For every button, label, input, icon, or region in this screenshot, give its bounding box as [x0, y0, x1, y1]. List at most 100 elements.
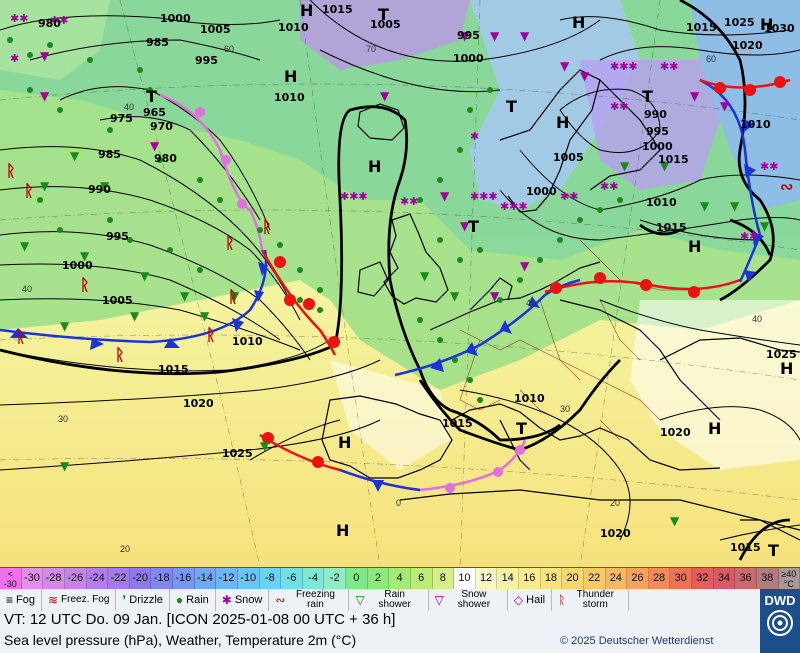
svg-text:✱✱✱: ✱✱✱	[340, 190, 368, 203]
svg-text:980: 980	[38, 17, 61, 30]
svg-text:30: 30	[58, 414, 68, 424]
svg-text:20: 20	[610, 498, 620, 508]
svg-text:▼: ▼	[670, 514, 680, 528]
freezing-rain-icon: ∾	[275, 593, 286, 607]
svg-text:995: 995	[457, 29, 480, 42]
legend-label: Freezing rain	[295, 589, 335, 610]
svg-text:▼: ▼	[40, 179, 50, 193]
svg-text:1025: 1025	[724, 16, 755, 29]
map-description: Sea level pressure (hPa), Weather, Tempe…	[4, 632, 357, 648]
svg-text:995: 995	[195, 54, 218, 67]
colorbar-cell: 0	[346, 568, 368, 589]
svg-text:1025: 1025	[222, 447, 253, 460]
svg-text:✱✱✱: ✱✱✱	[500, 200, 528, 213]
svg-text:▼: ▼	[70, 149, 80, 163]
svg-text:▼: ▼	[40, 89, 50, 103]
cold-front-west	[0, 249, 268, 344]
freezing-fog-icon: ≋	[47, 593, 59, 607]
svg-text:▼: ▼	[520, 259, 530, 273]
svg-text:ᚱ: ᚱ	[228, 287, 238, 306]
colorbar-cell: 2	[367, 568, 390, 589]
svg-text:ᚱ: ᚱ	[206, 325, 216, 344]
svg-text:∾: ∾	[780, 177, 793, 196]
snow-icon: ✱	[221, 593, 232, 607]
svg-text:1000: 1000	[160, 12, 191, 25]
svg-text:▼: ▼	[580, 69, 590, 83]
svg-text:✱✱: ✱✱	[560, 190, 578, 203]
svg-text:▼: ▼	[460, 219, 470, 233]
info-panel: VT: 12 UTC Do. 09 Jan. [ICON 2025-01-08 …	[0, 611, 760, 653]
svg-text:20: 20	[120, 544, 130, 554]
svg-text:995: 995	[646, 125, 669, 138]
colorbar-cell: -28	[43, 568, 65, 589]
occlusion-front	[159, 93, 264, 251]
svg-text:1015: 1015	[656, 221, 687, 234]
colorbar-cell: 38	[756, 568, 779, 589]
thunderstorm-symbols: ᚱᚱᚱ ᚱᚱᚱ ᚱᚱᚱ ∾	[6, 161, 793, 364]
colorbar-cell: 6	[410, 568, 433, 589]
svg-text:70: 70	[366, 44, 376, 54]
svg-text:▼: ▼	[420, 269, 430, 283]
colorbar-cell: 22	[583, 568, 606, 589]
svg-text:▼: ▼	[620, 159, 630, 173]
legend-label: Rain	[186, 594, 209, 606]
svg-text:H: H	[780, 359, 793, 378]
svg-text:985: 985	[146, 36, 169, 49]
thunderstorm-icon: ᚱ	[558, 593, 566, 607]
legend-item: ✱ Snow	[216, 589, 270, 611]
svg-text:✱: ✱	[10, 52, 19, 65]
colorbar-cell: -12	[216, 568, 238, 589]
colorbar-cell: -4	[302, 568, 325, 589]
colorbar-cell: 34	[713, 568, 736, 589]
svg-text:T: T	[146, 87, 157, 106]
svg-text:▼: ▼	[80, 249, 90, 263]
svg-text:✱✱: ✱✱	[610, 100, 628, 113]
colorbar-cell: 32	[692, 568, 714, 589]
svg-text:H: H	[708, 419, 721, 438]
svg-text:▼: ▼	[60, 459, 70, 473]
colorbar-cell: 26	[627, 568, 649, 589]
svg-text:40: 40	[124, 102, 134, 112]
colorbar-unit: °C	[783, 578, 794, 589]
copyright-label: © 2025 Deutscher Wetterdienst	[560, 635, 714, 647]
svg-text:✱✱✱: ✱✱✱	[470, 190, 498, 203]
svg-text:1025: 1025	[766, 348, 797, 361]
svg-text:▼: ▼	[40, 49, 50, 63]
colorbar-cell: 20	[562, 568, 584, 589]
svg-text:970: 970	[150, 120, 173, 133]
legend-item: ● Rain	[170, 589, 216, 611]
colorbar-cell: 12	[475, 568, 498, 589]
colorbar-cell: 14	[497, 568, 519, 589]
valid-time-label: VT: 12 UTC Do. 09 Jan. [ICON 2025-01-08 …	[4, 611, 396, 628]
svg-text:40: 40	[22, 284, 32, 294]
colorbar-cell: 28	[648, 568, 671, 589]
svg-text:H: H	[572, 13, 585, 32]
colorbar-cell: -20	[129, 568, 152, 589]
svg-text:ᚱ: ᚱ	[16, 327, 26, 346]
svg-text:✱✱: ✱✱	[400, 195, 418, 208]
snow-shower-icon: ▽	[434, 593, 444, 607]
svg-text:▼: ▼	[490, 29, 500, 43]
svg-text:▼: ▼	[440, 189, 450, 203]
svg-text:H: H	[688, 237, 701, 256]
dwd-spiral-icon	[767, 610, 793, 636]
svg-text:0: 0	[396, 498, 401, 508]
svg-text:1010: 1010	[646, 196, 677, 209]
hail-icon: ◇	[513, 593, 524, 607]
svg-text:ᚱ: ᚱ	[262, 217, 272, 236]
colorbar-cell: 10	[454, 568, 476, 589]
svg-text:▼: ▼	[450, 289, 460, 303]
legend-item: ❜ Drizzle	[116, 589, 170, 611]
dwd-logo-text: DWD	[764, 593, 796, 608]
svg-text:975: 975	[110, 112, 133, 125]
svg-text:985: 985	[98, 148, 121, 161]
svg-text:1015: 1015	[322, 3, 353, 16]
svg-text:ᚱ: ᚱ	[225, 233, 235, 252]
snow-symbols: ✱✱ ✱✱✱ ✱✱✱ ✱✱ ✱✱✱ ✱✱✱✱✱✱✱ ✱✱✱ ✱✱✱✱ ✱✱✱✱✱	[10, 12, 778, 243]
svg-text:▼: ▼	[20, 239, 30, 253]
fog-icon: ≡	[6, 593, 14, 607]
colorbar-cell: -16	[173, 568, 195, 589]
svg-text:✱: ✱	[470, 130, 479, 143]
svg-text:1010: 1010	[514, 392, 545, 405]
legend-label: Snow shower	[457, 589, 491, 610]
